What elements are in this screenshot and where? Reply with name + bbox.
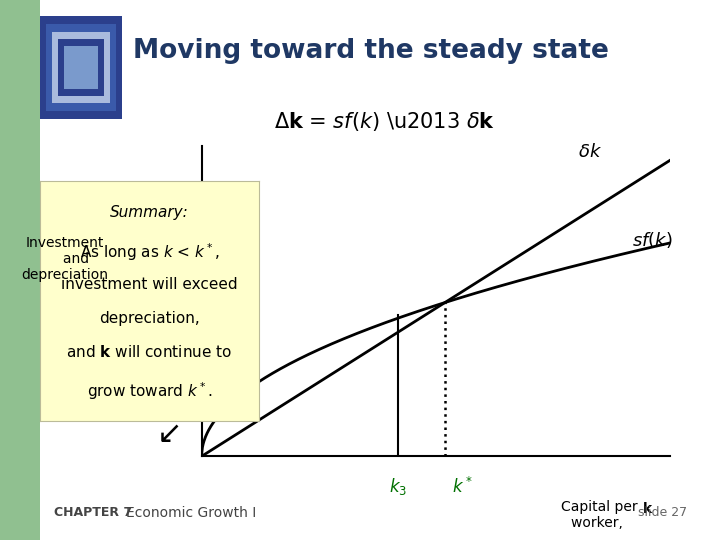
Bar <box>58 39 104 96</box>
Text: $\Delta\mathbf{k}$ = $\mathit{sf(k)}$ \u2013 $\delta\mathbf{k}$: $\Delta\mathbf{k}$ = $\mathit{sf(k)}$ \u… <box>274 110 495 133</box>
Text: and $\mathbf{k}$ will continue to: and $\mathbf{k}$ will continue to <box>66 345 233 360</box>
Text: $\mathbf{k}$: $\mathbf{k}$ <box>642 501 653 516</box>
Bar <box>52 31 110 104</box>
Text: $\mathit{k}_3$: $\mathit{k}_3$ <box>389 476 408 497</box>
Text: ↙: ↙ <box>156 420 182 449</box>
Text: Investment
     and
depreciation: Investment and depreciation <box>22 236 108 282</box>
Text: $\mathit{sf(k)}$: $\mathit{sf(k)}$ <box>632 230 672 250</box>
Text: slide 27: slide 27 <box>639 507 688 519</box>
Text: grow toward $\mathit{k}^*$.: grow toward $\mathit{k}^*$. <box>86 380 212 402</box>
Text: investment will exceed: investment will exceed <box>61 277 238 292</box>
Text: depreciation,: depreciation, <box>99 310 199 326</box>
Text: CHAPTER 7: CHAPTER 7 <box>54 507 132 519</box>
Text: $\mathit{k}^*$: $\mathit{k}^*$ <box>452 476 473 497</box>
Text: $\delta k$: $\delta k$ <box>578 143 602 161</box>
Text: Moving toward the steady state: Moving toward the steady state <box>133 38 609 64</box>
Text: Economic Growth I: Economic Growth I <box>126 506 256 520</box>
Text: As long as $\mathit{k}$ < $\mathit{k}^*$,: As long as $\mathit{k}$ < $\mathit{k}^*$… <box>79 241 220 262</box>
Bar <box>46 24 116 111</box>
Text: Summary:: Summary: <box>110 205 189 220</box>
Bar <box>63 46 99 89</box>
Text: Capital per
worker,: Capital per worker, <box>561 500 638 530</box>
